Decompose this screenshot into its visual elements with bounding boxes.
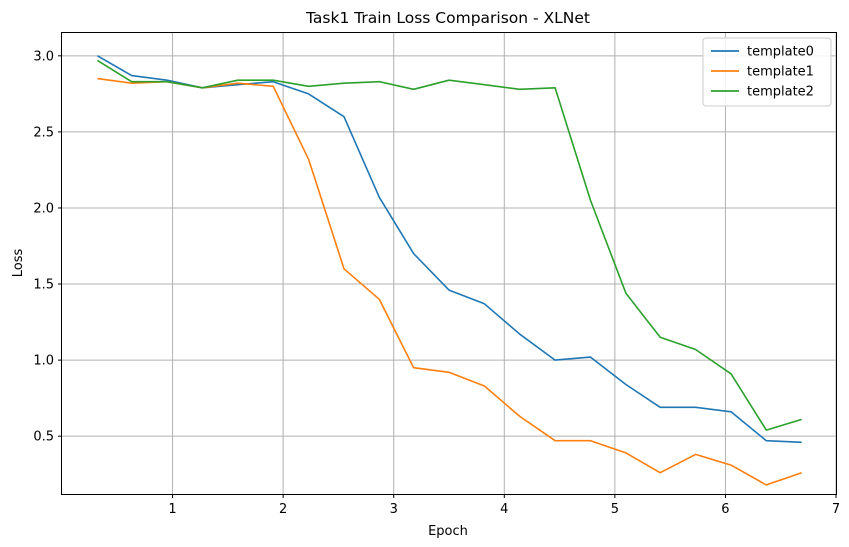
y-tick-label: 2.0 <box>33 201 54 216</box>
y-tick-label: 1.0 <box>33 354 54 369</box>
series-line-template1 <box>97 77 802 486</box>
x-axis-ticks: 1 2 3 4 5 6 7 <box>168 494 840 517</box>
grid-lines <box>62 33 837 494</box>
y-axis-ticks: 0.5 1.0 1.5 2.0 2.5 3.0 <box>33 49 62 445</box>
x-tick-label: 5 <box>611 502 619 517</box>
legend-label: template2 <box>747 85 814 100</box>
y-tick-label: 3.0 <box>33 49 54 64</box>
x-tick-label: 3 <box>390 502 398 517</box>
legend-label: template0 <box>747 45 814 60</box>
series-line-template2 <box>96 59 802 431</box>
y-tick-label: 0.5 <box>33 430 54 445</box>
y-tick-label: 2.5 <box>33 125 54 140</box>
legend-label: template1 <box>747 65 814 80</box>
x-tick-label: 4 <box>500 502 508 517</box>
x-tick-label: 7 <box>832 502 840 517</box>
x-tick-label: 2 <box>279 502 287 517</box>
data-lines <box>96 55 802 486</box>
y-axis-label: Loss <box>11 249 26 278</box>
x-tick-label: 1 <box>168 502 176 517</box>
legend-box <box>702 37 832 107</box>
chart-title: Task1 Train Loss Comparison - XLNet <box>305 9 590 27</box>
plot-frame <box>61 32 837 495</box>
y-tick-label: 1.5 <box>33 278 54 293</box>
x-axis-label: Epoch <box>428 524 468 539</box>
legend: template0 template1 template2 <box>702 37 832 107</box>
x-tick-label: 6 <box>721 502 729 517</box>
